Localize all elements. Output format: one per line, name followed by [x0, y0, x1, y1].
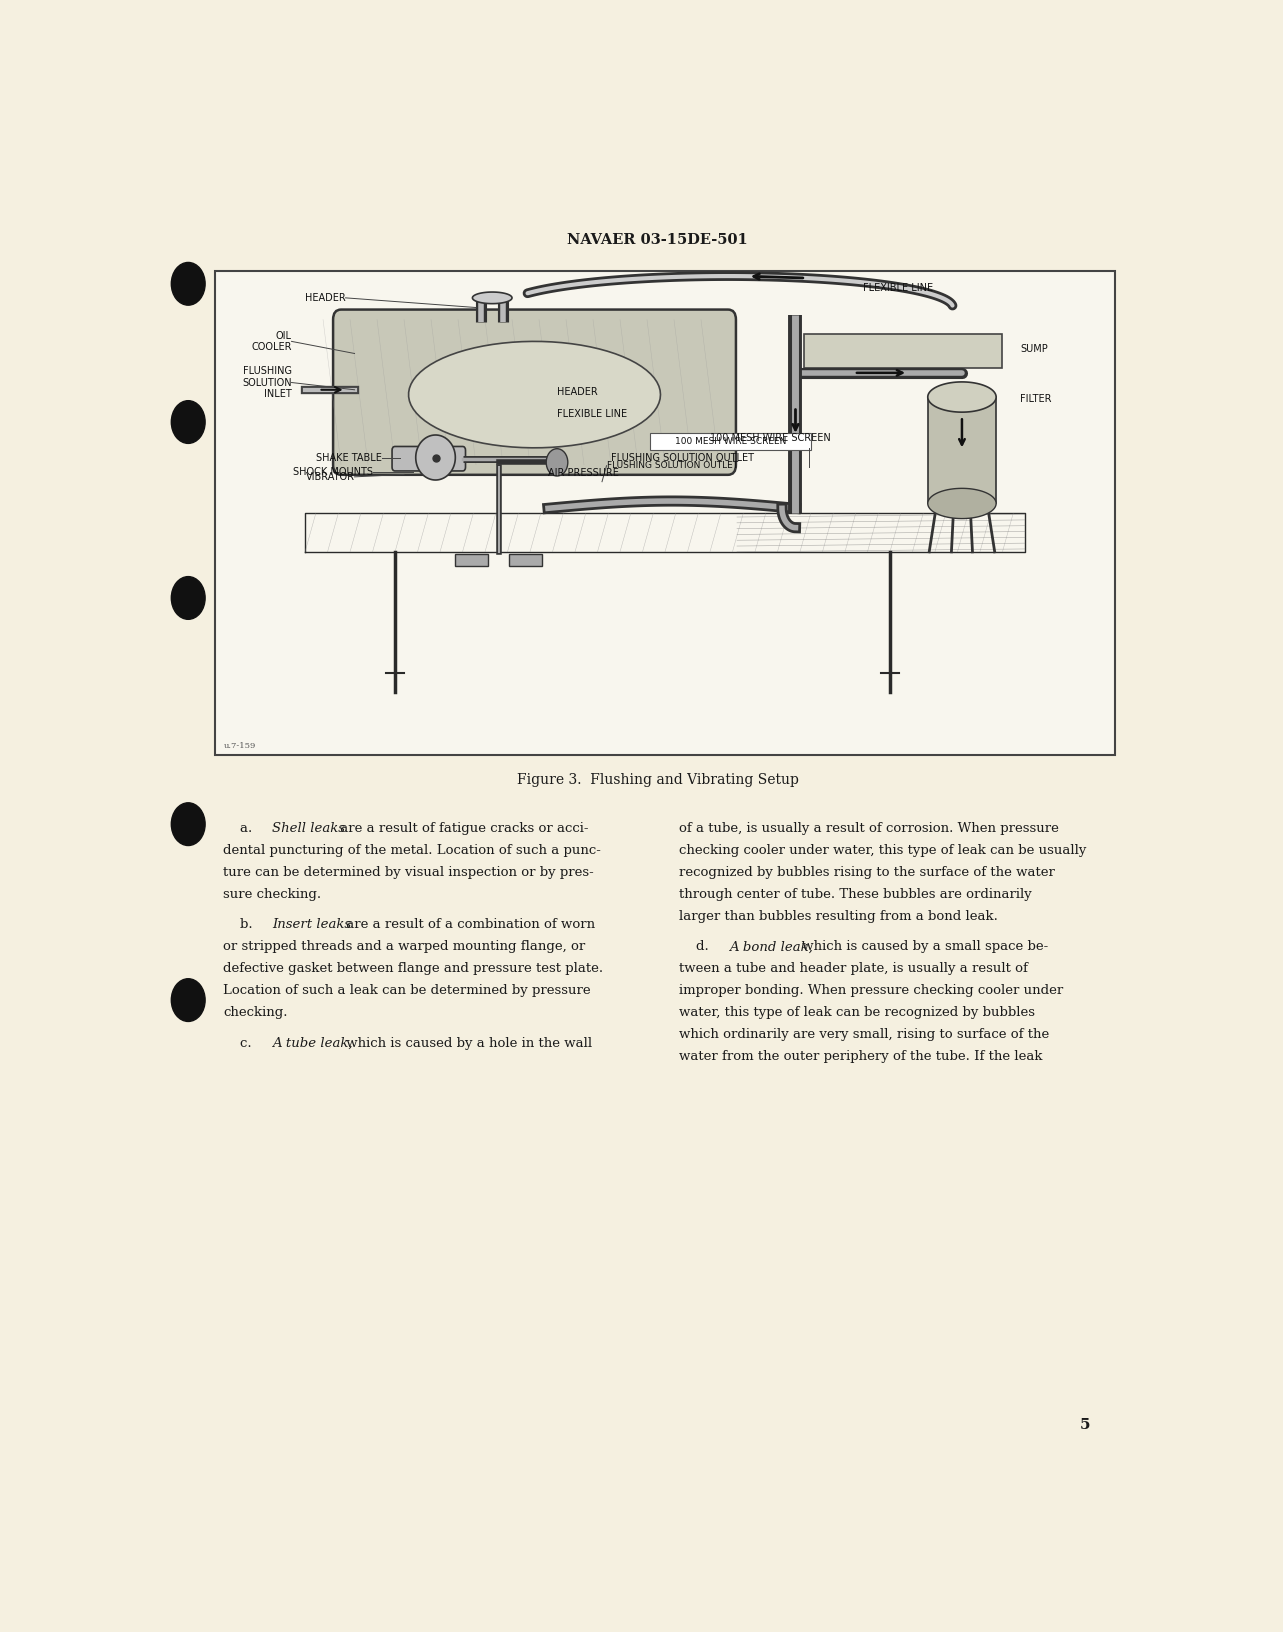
Text: sure checking.: sure checking.	[223, 888, 321, 901]
Text: defective gasket between flange and pressure test plate.: defective gasket between flange and pres…	[223, 963, 603, 976]
Text: Location of such a leak can be determined by pressure: Location of such a leak can be determine…	[223, 984, 590, 997]
Text: or stripped threads and a warped mounting flange, or: or stripped threads and a warped mountin…	[223, 940, 585, 953]
Text: through center of tube. These bubbles are ordinarily: through center of tube. These bubbles ar…	[680, 888, 1032, 901]
Text: improper bonding. When pressure checking cooler under: improper bonding. When pressure checking…	[680, 984, 1064, 997]
Text: NAVAER 03-15DE-501: NAVAER 03-15DE-501	[567, 233, 748, 246]
Text: checking cooler under water, this type of leak can be usually: checking cooler under water, this type o…	[680, 844, 1087, 857]
Text: a.: a.	[223, 821, 260, 834]
Text: of a tube, is usually a result of corrosion. When pressure: of a tube, is usually a result of corros…	[680, 821, 1060, 834]
Text: ture can be determined by visual inspection or by pres-: ture can be determined by visual inspect…	[223, 865, 594, 878]
Bar	[455, 555, 488, 566]
Text: SHAKE TABLE: SHAKE TABLE	[316, 452, 381, 462]
Text: c.: c.	[223, 1038, 260, 1049]
Text: OIL
COOLER: OIL COOLER	[251, 331, 291, 353]
FancyBboxPatch shape	[334, 310, 736, 475]
Text: SUMP: SUMP	[1020, 344, 1048, 354]
Text: 100 MESH WIRE SCREEN: 100 MESH WIRE SCREEN	[709, 432, 830, 444]
Text: dental puncturing of the metal. Location of such a punc-: dental puncturing of the metal. Location…	[223, 844, 600, 857]
Text: 5: 5	[1080, 1418, 1091, 1431]
FancyBboxPatch shape	[393, 447, 466, 472]
Circle shape	[172, 401, 205, 444]
Circle shape	[547, 449, 568, 477]
Polygon shape	[472, 292, 512, 304]
Text: which is caused by a small space be-: which is caused by a small space be-	[798, 940, 1048, 953]
Text: Figure 3.  Flushing and Vibrating Setup: Figure 3. Flushing and Vibrating Setup	[517, 774, 798, 787]
FancyBboxPatch shape	[649, 432, 811, 450]
Text: 100 MESH WIRE SCREEN: 100 MESH WIRE SCREEN	[675, 437, 786, 446]
Circle shape	[172, 263, 205, 305]
Text: water from the outer periphery of the tube. If the leak: water from the outer periphery of the tu…	[680, 1051, 1043, 1064]
Text: water, this type of leak can be recognized by bubbles: water, this type of leak can be recogniz…	[680, 1007, 1035, 1020]
Text: are a result of fatigue cracks or acci-: are a result of fatigue cracks or acci-	[336, 821, 589, 834]
Text: FLUSHING
SOLUTION
INLET: FLUSHING SOLUTION INLET	[242, 366, 291, 400]
FancyBboxPatch shape	[804, 335, 1002, 367]
Text: Insert leaks: Insert leaks	[272, 919, 352, 932]
Text: d.: d.	[680, 940, 717, 953]
Circle shape	[172, 576, 205, 619]
Polygon shape	[416, 436, 455, 480]
Text: FLUSHING SOLUTION OUTLET: FLUSHING SOLUTION OUTLET	[611, 452, 754, 462]
Text: recognized by bubbles rising to the surface of the water: recognized by bubbles rising to the surf…	[680, 865, 1056, 878]
Text: which ordinarily are very small, rising to surface of the: which ordinarily are very small, rising …	[680, 1028, 1049, 1041]
Polygon shape	[928, 488, 996, 519]
Polygon shape	[408, 341, 661, 447]
Text: larger than bubbles resulting from a bond leak.: larger than bubbles resulting from a bon…	[680, 909, 998, 922]
Text: are a result of a combination of worn: are a result of a combination of worn	[341, 919, 594, 932]
Text: VIBRATOR: VIBRATOR	[305, 472, 354, 481]
Text: FLEXIBLE LINE: FLEXIBLE LINE	[863, 284, 933, 294]
Text: FILTER: FILTER	[1020, 395, 1052, 405]
Text: checking.: checking.	[223, 1007, 287, 1020]
Text: b.: b.	[223, 919, 262, 932]
Text: HEADER: HEADER	[305, 292, 345, 304]
FancyBboxPatch shape	[216, 271, 1115, 756]
Text: tween a tube and header plate, is usually a result of: tween a tube and header plate, is usuall…	[680, 963, 1028, 976]
Bar	[509, 555, 541, 566]
Text: A tube leak,: A tube leak,	[272, 1038, 353, 1049]
Text: HEADER: HEADER	[557, 387, 598, 397]
Text: FLUSHING SOLUTION OUTLET: FLUSHING SOLUTION OUTLET	[607, 462, 738, 470]
Text: FLEXIBLE LINE: FLEXIBLE LINE	[557, 410, 627, 419]
Text: Shell leaks: Shell leaks	[272, 821, 345, 834]
Text: SHOCK MOUNTS: SHOCK MOUNTS	[293, 467, 372, 477]
Circle shape	[172, 803, 205, 845]
Text: which is caused by a hole in the wall: which is caused by a hole in the wall	[341, 1038, 591, 1049]
Polygon shape	[928, 382, 996, 413]
Polygon shape	[928, 397, 996, 503]
Text: AIR PRESSURE: AIR PRESSURE	[548, 468, 618, 478]
Text: A bond leak,: A bond leak,	[729, 940, 812, 953]
Circle shape	[172, 979, 205, 1022]
Text: u.7-159: u.7-159	[225, 743, 257, 751]
